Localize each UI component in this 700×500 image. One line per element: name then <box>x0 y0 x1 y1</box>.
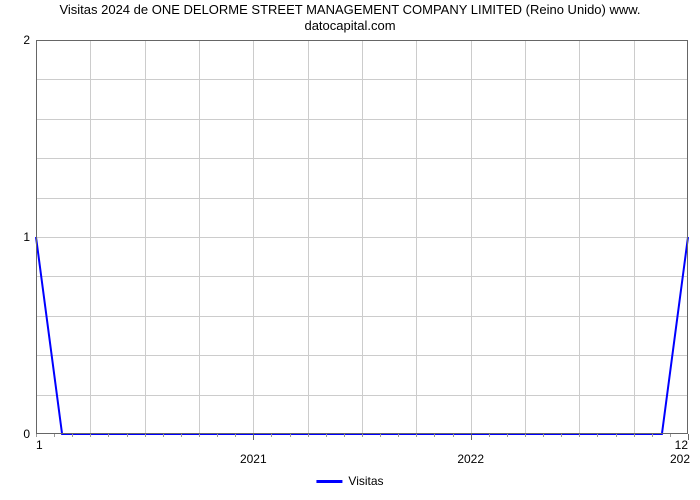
x-minor-tick <box>507 434 508 437</box>
x-minor-tick <box>127 434 128 437</box>
x-minor-tick <box>271 434 272 437</box>
x-minor-tick <box>108 434 109 437</box>
x-minor-tick <box>380 434 381 437</box>
chart-container: Visitas 2024 de ONE DELORME STREET MANAG… <box>0 0 700 500</box>
x-edge-label-left: 1 <box>36 434 43 452</box>
x-minor-tick <box>525 434 526 437</box>
x-minor-tick <box>398 434 399 437</box>
y-tick-label: 2 <box>23 33 36 47</box>
chart-title: Visitas 2024 de ONE DELORME STREET MANAG… <box>0 2 700 34</box>
series-polyline <box>36 237 688 434</box>
x-minor-tick <box>634 434 635 437</box>
legend: Visitas <box>316 474 383 488</box>
x-minor-tick <box>217 434 218 437</box>
x-minor-tick <box>579 434 580 437</box>
x-minor-tick <box>145 434 146 437</box>
x-minor-tick <box>561 434 562 437</box>
line-series <box>36 40 688 434</box>
x-minor-tick <box>434 434 435 437</box>
legend-swatch <box>316 480 342 483</box>
x-minor-tick <box>72 434 73 437</box>
x-minor-tick <box>199 434 200 437</box>
y-tick-label: 1 <box>23 230 36 244</box>
x-minor-tick <box>326 434 327 437</box>
x-minor-tick <box>308 434 309 437</box>
x-tick-label: 2022 <box>457 434 484 466</box>
x-minor-tick <box>489 434 490 437</box>
x-minor-tick <box>54 434 55 437</box>
x-minor-tick <box>181 434 182 437</box>
x-minor-tick <box>543 434 544 437</box>
x-minor-tick <box>453 434 454 437</box>
y-tick-label: 0 <box>23 427 36 441</box>
chart-title-line2: datocapital.com <box>304 18 395 33</box>
x-minor-tick <box>90 434 91 437</box>
x-minor-tick <box>362 434 363 437</box>
x-edge-label-right: 12 <box>675 434 688 452</box>
x-minor-tick <box>416 434 417 437</box>
x-minor-tick <box>290 434 291 437</box>
chart-title-line1: Visitas 2024 de ONE DELORME STREET MANAG… <box>59 2 640 17</box>
x-minor-tick <box>616 434 617 437</box>
x-minor-tick <box>163 434 164 437</box>
x-tick-label: 2021 <box>240 434 267 466</box>
legend-label: Visitas <box>348 474 383 488</box>
x-minor-tick <box>235 434 236 437</box>
x-minor-tick <box>652 434 653 437</box>
x-minor-tick <box>344 434 345 437</box>
plot-area: 012 20212022202112 <box>36 40 688 434</box>
x-minor-tick <box>597 434 598 437</box>
